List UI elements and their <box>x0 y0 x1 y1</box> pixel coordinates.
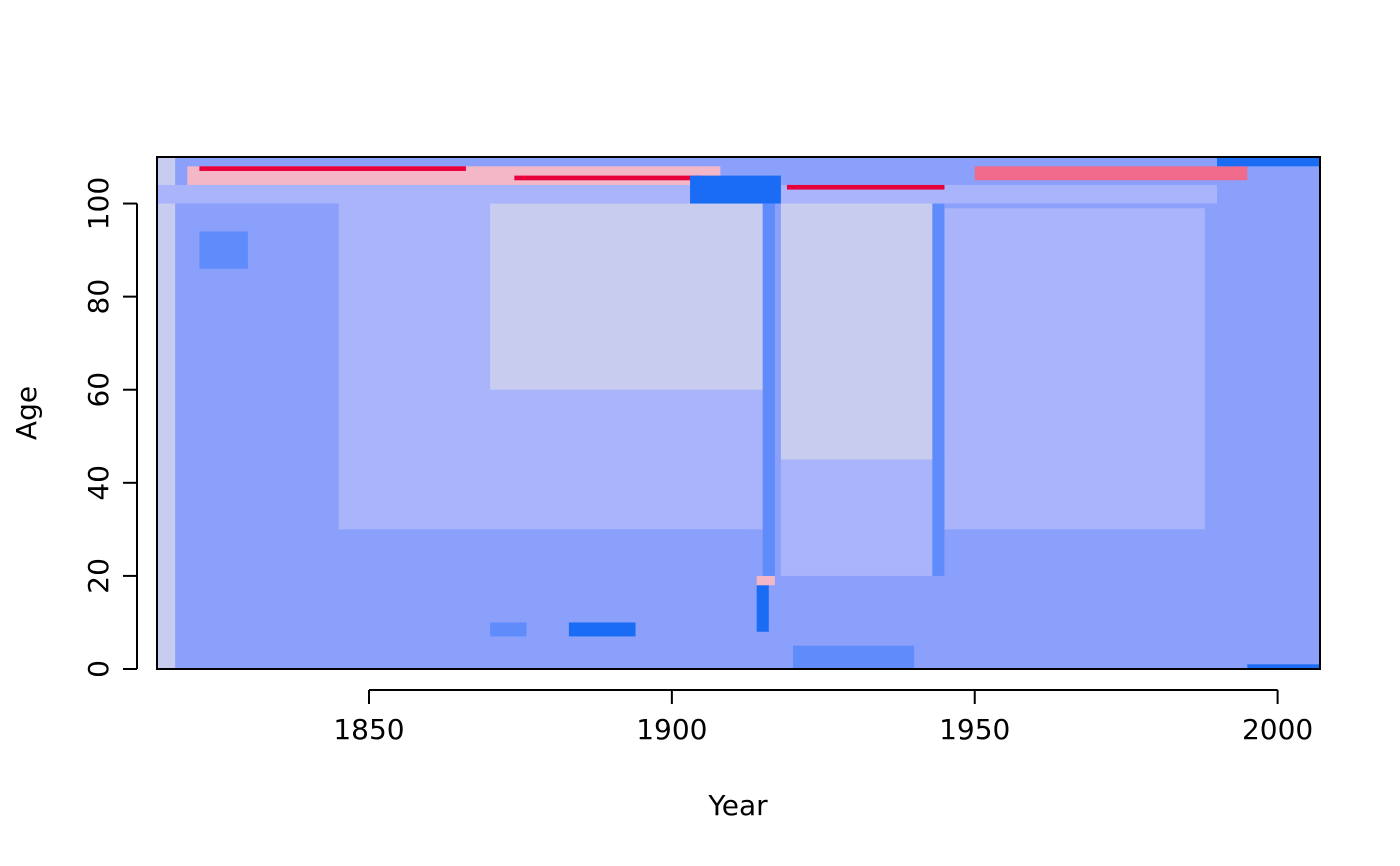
heatmap-region-8 <box>793 645 915 669</box>
plot-frame <box>156 156 1321 670</box>
y-tick-label-80: 80 <box>82 279 115 315</box>
y-tick-label-60: 60 <box>82 372 115 408</box>
x-tick-label-1850: 1850 <box>333 713 404 746</box>
x-tick-label-2000: 2000 <box>1242 713 1313 746</box>
y-tick-label-100: 100 <box>82 177 115 230</box>
heatmap-region-27 <box>1247 664 1320 669</box>
y-tick-label-0: 0 <box>82 660 115 678</box>
y-axis: 0 20 40 60 80 100 <box>82 177 138 678</box>
heatmap-region-26 <box>568 622 636 637</box>
heatmap-region-9 <box>944 208 1205 530</box>
y-tick-label-20: 20 <box>82 558 115 594</box>
x-axis-title: Year <box>707 789 768 822</box>
heatmap-region-7 <box>780 459 945 576</box>
heatmap-region-13 <box>157 184 1218 204</box>
heatmap-region-16 <box>514 175 703 181</box>
heatmap-region-5 <box>599 529 745 669</box>
heatmap-region-15 <box>199 166 466 171</box>
heatmap-region-23 <box>762 203 775 576</box>
heatmap-region-1 <box>157 157 176 669</box>
heatmap-region-18 <box>690 175 781 204</box>
heatmap-region-2 <box>199 250 339 539</box>
heatmap-region-24 <box>932 203 945 576</box>
y-tick-label-40: 40 <box>82 465 115 501</box>
heatmap-region-17 <box>786 184 945 190</box>
heatmap-region-19 <box>974 166 1248 181</box>
y-axis-title: Age <box>10 386 43 440</box>
x-axis: 1850 1900 1950 2000 <box>333 689 1313 746</box>
heatmap-region-22 <box>756 575 775 586</box>
heatmap-region-10 <box>1204 203 1320 669</box>
heatmap-region-6 <box>780 194 945 460</box>
heatmap-region-20 <box>1217 157 1320 167</box>
heatmap-region-4 <box>490 203 763 390</box>
heatmap-cells <box>157 157 1320 669</box>
x-tick-label-1950: 1950 <box>939 713 1010 746</box>
heatmap-region-21 <box>756 585 769 632</box>
heatmap-region-25 <box>490 622 527 637</box>
x-tick-label-1900: 1900 <box>636 713 707 746</box>
heatmap-region-11 <box>199 231 248 269</box>
